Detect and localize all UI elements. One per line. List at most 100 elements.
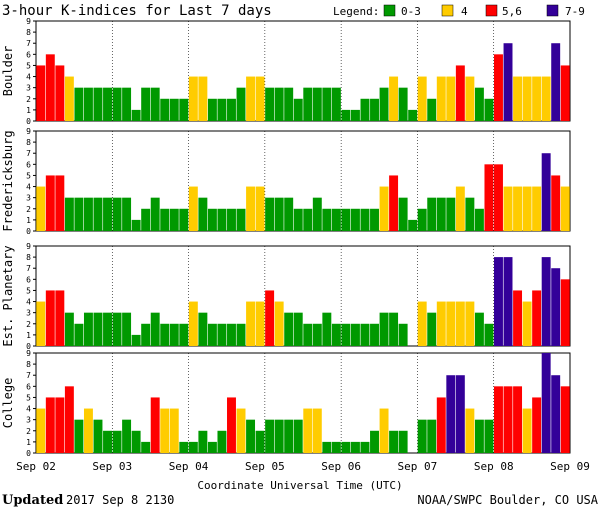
k-index-bar (398, 323, 408, 346)
k-index-bar (188, 441, 198, 453)
k-index-bar (408, 219, 418, 231)
k-index-bar (417, 208, 427, 231)
k-index-bar (93, 312, 103, 346)
y-tick-label: 3 (26, 309, 31, 318)
k-index-bar (45, 290, 55, 346)
k-index-bar (465, 197, 475, 231)
k-index-bar (64, 312, 74, 346)
y-tick-label: 6 (26, 50, 31, 59)
x-tick-label: Sep 03 (92, 460, 132, 473)
k-index-bar (217, 430, 227, 453)
k-index-bar (379, 408, 389, 453)
k-index-bar (551, 43, 561, 121)
k-index-bar (494, 386, 503, 453)
y-tick-label: 7 (26, 371, 31, 380)
k-index-bar (417, 419, 427, 453)
k-index-bar (131, 334, 141, 346)
legend-swatch-7-9 (546, 4, 559, 17)
k-index-bar (465, 408, 475, 453)
y-tick-label: 0 (26, 227, 31, 236)
k-index-bar (293, 208, 303, 231)
k-index-bar (179, 441, 189, 453)
y-tick-label: 9 (26, 242, 31, 251)
k-index-bar (360, 441, 370, 453)
k-index-bar (255, 430, 265, 453)
k-index-bar (36, 65, 46, 121)
k-index-bar (560, 279, 570, 346)
k-index-bar (265, 197, 275, 231)
k-index-bar (45, 175, 55, 231)
y-tick-label: 8 (26, 28, 31, 37)
k-index-bar (274, 87, 284, 121)
k-index-bar (103, 197, 112, 231)
y-tick-label: 0 (26, 342, 31, 351)
k-index-bar (350, 441, 360, 453)
k-index-bar (360, 208, 370, 231)
k-index-bar (217, 323, 227, 346)
k-index-bar (331, 323, 341, 346)
k-index-bar (150, 397, 160, 453)
y-tick-label: 1 (26, 216, 31, 225)
k-index-bar (398, 430, 408, 453)
k-index-bar (131, 430, 141, 453)
k-index-bar (141, 87, 151, 121)
k-index-bar (188, 186, 198, 231)
y-tick-label: 5 (26, 61, 31, 70)
k-index-bar (293, 419, 303, 453)
panel-frame (35, 130, 571, 232)
k-index-bar (169, 323, 179, 346)
k-index-bar (160, 98, 170, 121)
k-index-bar (312, 197, 322, 231)
k-index-bar (55, 290, 65, 346)
k-index-bar (398, 197, 408, 231)
k-index-bar (389, 430, 399, 453)
k-index-bar (474, 419, 484, 453)
y-tick-label: 3 (26, 194, 31, 203)
k-index-bar (255, 301, 265, 346)
x-tick-label: Sep 02 (16, 460, 56, 473)
k-index-bar (494, 164, 503, 231)
k-index-bar (503, 257, 513, 346)
k-index-bar (188, 76, 198, 121)
k-index-bar (417, 301, 427, 346)
k-index-bar (284, 312, 294, 346)
k-index-bar (303, 408, 313, 453)
panels: 0 1 2 3 4 5 6 7 8 9 Boulder 0 1 2 3 4 5 6 7 8 9 Fredericksbur… (1, 17, 571, 458)
y-tick-label: 2 (26, 95, 31, 104)
k-index-bar (474, 87, 484, 121)
y-tick-label: 6 (26, 160, 31, 169)
k-index-bar (436, 397, 446, 453)
panel-frame (35, 20, 571, 122)
panel-frame (35, 352, 571, 454)
k-index-bar (532, 186, 542, 231)
k-index-bar (350, 109, 360, 121)
k-index-bar (312, 408, 322, 453)
k-index-bar (513, 386, 523, 453)
k-index-bar (360, 323, 370, 346)
k-index-bar (227, 397, 236, 453)
k-index-bar (131, 109, 141, 121)
k-index-bar (64, 197, 74, 231)
k-index-bar (522, 186, 532, 231)
k-index-bar (83, 87, 93, 121)
k-index-bar (122, 87, 132, 121)
k-index-bar (198, 312, 208, 346)
k-index-bar (255, 186, 265, 231)
k-index-bar (551, 268, 561, 346)
y-tick-label: 1 (26, 438, 31, 447)
k-index-bar (103, 430, 112, 453)
k-index-bar (150, 197, 160, 231)
k-index-bar (350, 323, 360, 346)
k-index-bar (370, 323, 379, 346)
y-tick-label: 7 (26, 264, 31, 273)
k-index-bar (246, 186, 256, 231)
k-index-bar (64, 386, 74, 453)
k-index-bar (494, 257, 503, 346)
k-index-bar (484, 98, 494, 121)
k-index-bar (103, 312, 112, 346)
k-index-bar (198, 430, 208, 453)
k-index-bar (312, 323, 322, 346)
k-index-bar (446, 301, 456, 346)
k-index-bar (265, 290, 275, 346)
k-index-bar (36, 186, 46, 231)
